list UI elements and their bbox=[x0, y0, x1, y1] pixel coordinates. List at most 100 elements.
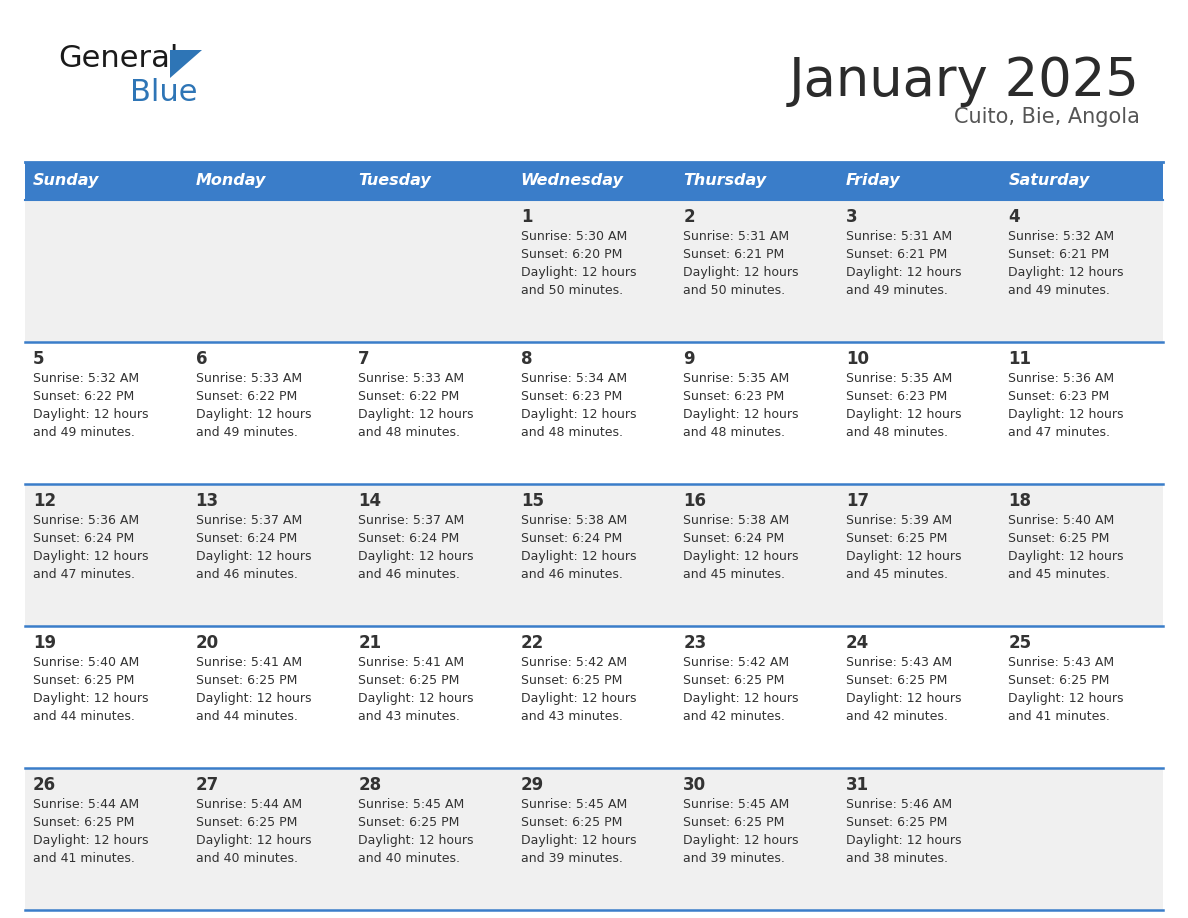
Text: Sunrise: 5:33 AM: Sunrise: 5:33 AM bbox=[196, 372, 302, 385]
FancyBboxPatch shape bbox=[188, 768, 350, 910]
Text: Sunset: 6:24 PM: Sunset: 6:24 PM bbox=[358, 532, 460, 545]
Text: Sunrise: 5:33 AM: Sunrise: 5:33 AM bbox=[358, 372, 465, 385]
Text: 24: 24 bbox=[846, 634, 870, 652]
FancyBboxPatch shape bbox=[25, 768, 188, 910]
Text: 19: 19 bbox=[33, 634, 56, 652]
Text: Sunset: 6:25 PM: Sunset: 6:25 PM bbox=[846, 674, 947, 687]
Text: Sunset: 6:23 PM: Sunset: 6:23 PM bbox=[520, 390, 623, 403]
Text: Daylight: 12 hours: Daylight: 12 hours bbox=[520, 692, 637, 705]
Text: Sunset: 6:25 PM: Sunset: 6:25 PM bbox=[520, 816, 623, 829]
Text: 25: 25 bbox=[1009, 634, 1031, 652]
FancyBboxPatch shape bbox=[1000, 484, 1163, 626]
Text: Daylight: 12 hours: Daylight: 12 hours bbox=[33, 408, 148, 421]
Text: Sunrise: 5:32 AM: Sunrise: 5:32 AM bbox=[1009, 230, 1114, 243]
Text: Sunset: 6:25 PM: Sunset: 6:25 PM bbox=[683, 816, 784, 829]
Text: Sunrise: 5:43 AM: Sunrise: 5:43 AM bbox=[846, 656, 952, 669]
Text: Sunset: 6:24 PM: Sunset: 6:24 PM bbox=[683, 532, 784, 545]
Text: and 40 minutes.: and 40 minutes. bbox=[196, 852, 297, 865]
Text: and 49 minutes.: and 49 minutes. bbox=[846, 284, 948, 297]
Text: Friday: Friday bbox=[846, 174, 901, 188]
Text: Sunrise: 5:44 AM: Sunrise: 5:44 AM bbox=[33, 798, 139, 811]
Text: and 48 minutes.: and 48 minutes. bbox=[520, 426, 623, 439]
Text: 5: 5 bbox=[33, 350, 44, 368]
Text: Daylight: 12 hours: Daylight: 12 hours bbox=[520, 550, 637, 563]
FancyBboxPatch shape bbox=[1000, 200, 1163, 342]
Text: and 38 minutes.: and 38 minutes. bbox=[846, 852, 948, 865]
Text: Daylight: 12 hours: Daylight: 12 hours bbox=[520, 834, 637, 847]
Text: Sunrise: 5:46 AM: Sunrise: 5:46 AM bbox=[846, 798, 952, 811]
Text: and 40 minutes.: and 40 minutes. bbox=[358, 852, 460, 865]
FancyBboxPatch shape bbox=[188, 162, 350, 200]
Text: Sunset: 6:25 PM: Sunset: 6:25 PM bbox=[1009, 674, 1110, 687]
Text: 31: 31 bbox=[846, 776, 868, 794]
Text: Daylight: 12 hours: Daylight: 12 hours bbox=[1009, 692, 1124, 705]
Text: Sunrise: 5:35 AM: Sunrise: 5:35 AM bbox=[846, 372, 952, 385]
FancyBboxPatch shape bbox=[838, 768, 1000, 910]
Text: Sunrise: 5:37 AM: Sunrise: 5:37 AM bbox=[358, 514, 465, 527]
Text: Daylight: 12 hours: Daylight: 12 hours bbox=[520, 408, 637, 421]
Text: Sunset: 6:24 PM: Sunset: 6:24 PM bbox=[520, 532, 623, 545]
Text: Daylight: 12 hours: Daylight: 12 hours bbox=[196, 550, 311, 563]
Text: Daylight: 12 hours: Daylight: 12 hours bbox=[1009, 266, 1124, 279]
FancyBboxPatch shape bbox=[1000, 342, 1163, 484]
FancyBboxPatch shape bbox=[838, 626, 1000, 768]
Text: Sunset: 6:25 PM: Sunset: 6:25 PM bbox=[683, 674, 784, 687]
FancyBboxPatch shape bbox=[838, 200, 1000, 342]
FancyBboxPatch shape bbox=[350, 200, 513, 342]
Text: Sunrise: 5:36 AM: Sunrise: 5:36 AM bbox=[1009, 372, 1114, 385]
Text: Sunset: 6:22 PM: Sunset: 6:22 PM bbox=[196, 390, 297, 403]
FancyBboxPatch shape bbox=[675, 342, 838, 484]
Text: and 43 minutes.: and 43 minutes. bbox=[520, 710, 623, 723]
Text: 10: 10 bbox=[846, 350, 868, 368]
Text: Sunset: 6:22 PM: Sunset: 6:22 PM bbox=[33, 390, 134, 403]
Text: 30: 30 bbox=[683, 776, 707, 794]
Text: and 48 minutes.: and 48 minutes. bbox=[846, 426, 948, 439]
Text: Sunset: 6:21 PM: Sunset: 6:21 PM bbox=[846, 248, 947, 261]
Text: Monday: Monday bbox=[196, 174, 266, 188]
Text: 2: 2 bbox=[683, 208, 695, 226]
Text: 14: 14 bbox=[358, 492, 381, 510]
Text: Sunrise: 5:32 AM: Sunrise: 5:32 AM bbox=[33, 372, 139, 385]
Text: and 49 minutes.: and 49 minutes. bbox=[1009, 284, 1111, 297]
Text: Sunrise: 5:31 AM: Sunrise: 5:31 AM bbox=[683, 230, 789, 243]
Text: 17: 17 bbox=[846, 492, 868, 510]
FancyBboxPatch shape bbox=[513, 768, 675, 910]
Text: Sunrise: 5:39 AM: Sunrise: 5:39 AM bbox=[846, 514, 952, 527]
FancyBboxPatch shape bbox=[513, 200, 675, 342]
FancyBboxPatch shape bbox=[675, 768, 838, 910]
Text: and 47 minutes.: and 47 minutes. bbox=[1009, 426, 1111, 439]
Text: and 49 minutes.: and 49 minutes. bbox=[33, 426, 135, 439]
Text: Daylight: 12 hours: Daylight: 12 hours bbox=[358, 692, 474, 705]
FancyBboxPatch shape bbox=[513, 626, 675, 768]
Text: Sunrise: 5:38 AM: Sunrise: 5:38 AM bbox=[683, 514, 790, 527]
Text: Sunrise: 5:38 AM: Sunrise: 5:38 AM bbox=[520, 514, 627, 527]
Text: Sunrise: 5:42 AM: Sunrise: 5:42 AM bbox=[520, 656, 627, 669]
Text: Sunrise: 5:37 AM: Sunrise: 5:37 AM bbox=[196, 514, 302, 527]
Text: General: General bbox=[58, 44, 178, 73]
Text: Sunrise: 5:40 AM: Sunrise: 5:40 AM bbox=[33, 656, 139, 669]
Text: Daylight: 12 hours: Daylight: 12 hours bbox=[358, 408, 474, 421]
FancyBboxPatch shape bbox=[675, 162, 838, 200]
Text: Sunset: 6:25 PM: Sunset: 6:25 PM bbox=[33, 816, 134, 829]
Text: Thursday: Thursday bbox=[683, 174, 766, 188]
Text: Tuesday: Tuesday bbox=[358, 174, 431, 188]
Text: 7: 7 bbox=[358, 350, 369, 368]
Text: and 44 minutes.: and 44 minutes. bbox=[196, 710, 297, 723]
FancyBboxPatch shape bbox=[675, 626, 838, 768]
Text: 26: 26 bbox=[33, 776, 56, 794]
FancyBboxPatch shape bbox=[350, 342, 513, 484]
Text: Sunset: 6:25 PM: Sunset: 6:25 PM bbox=[846, 816, 947, 829]
Text: Sunrise: 5:34 AM: Sunrise: 5:34 AM bbox=[520, 372, 627, 385]
Text: Sunrise: 5:40 AM: Sunrise: 5:40 AM bbox=[1009, 514, 1114, 527]
Text: and 50 minutes.: and 50 minutes. bbox=[683, 284, 785, 297]
Text: Sunrise: 5:35 AM: Sunrise: 5:35 AM bbox=[683, 372, 790, 385]
Text: Daylight: 12 hours: Daylight: 12 hours bbox=[846, 408, 961, 421]
Text: 20: 20 bbox=[196, 634, 219, 652]
Polygon shape bbox=[170, 50, 202, 78]
Text: and 45 minutes.: and 45 minutes. bbox=[683, 568, 785, 581]
Text: 23: 23 bbox=[683, 634, 707, 652]
Text: and 45 minutes.: and 45 minutes. bbox=[1009, 568, 1111, 581]
Text: Daylight: 12 hours: Daylight: 12 hours bbox=[196, 692, 311, 705]
Text: 22: 22 bbox=[520, 634, 544, 652]
Text: Daylight: 12 hours: Daylight: 12 hours bbox=[683, 266, 798, 279]
